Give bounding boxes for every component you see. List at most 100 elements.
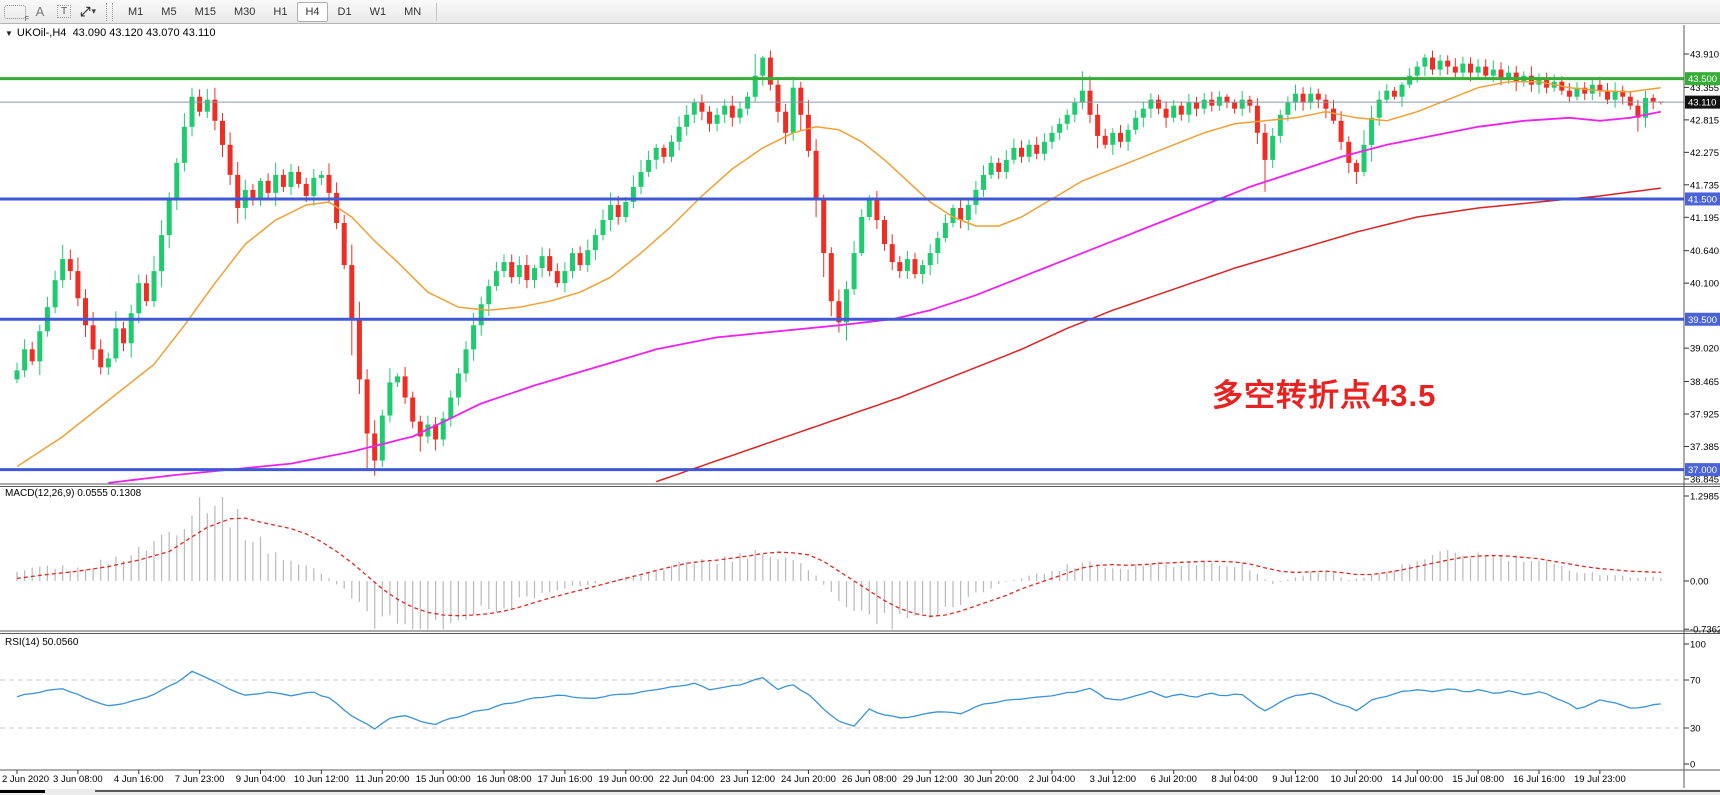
candle <box>235 174 241 208</box>
candle <box>889 244 895 263</box>
candle <box>653 147 659 160</box>
macd-tick-label: -0.7362 <box>1690 625 1720 636</box>
candle <box>729 105 735 118</box>
timeframe-button-m5[interactable]: M5 <box>161 5 177 18</box>
candle <box>958 208 964 220</box>
candle <box>684 114 690 127</box>
candle <box>326 174 332 193</box>
timeframe-button-mn[interactable]: MN <box>404 5 422 18</box>
timeframe-button-h4[interactable]: H4 <box>297 1 328 22</box>
candle <box>372 433 378 461</box>
chart-annotation-text[interactable]: 多空转折点43.5 <box>1212 378 1437 413</box>
price-badge <box>1685 72 1720 86</box>
timeframe-button-m15[interactable]: M15 <box>194 5 216 18</box>
time-axis-label: 15 Jun 00:00 <box>416 774 471 785</box>
mid-ma-line <box>108 110 1661 484</box>
candle <box>950 208 956 223</box>
time-axis-label: 10 Jul 20:00 <box>1330 774 1382 785</box>
candle <box>851 253 857 290</box>
time-axis-label: 7 Jun 23:00 <box>175 774 225 785</box>
candle <box>638 171 644 187</box>
cursor-arrows-icon[interactable]: ⤢ ▾ <box>80 3 96 19</box>
templates-icon[interactable]: F <box>4 4 29 23</box>
candle <box>1483 66 1489 76</box>
candle <box>1490 69 1496 76</box>
candle <box>904 259 910 272</box>
dropdown-arrow-icon[interactable]: ▾ <box>91 6 96 16</box>
candle <box>1163 108 1169 118</box>
candle <box>448 397 454 419</box>
candle <box>471 325 477 350</box>
candle <box>1201 99 1207 109</box>
candle <box>318 174 324 178</box>
candle <box>1133 117 1139 130</box>
candle <box>151 271 157 302</box>
candle <box>288 171 294 187</box>
candle <box>1452 66 1458 73</box>
macd-histogram <box>16 497 1662 630</box>
candle <box>988 162 994 175</box>
time-axis-label: 17 Jun 16:00 <box>537 774 592 785</box>
timeframe-button-w1[interactable]: W1 <box>369 5 387 18</box>
candle <box>722 105 728 115</box>
rsi-line <box>16 670 1661 730</box>
candle <box>516 265 522 278</box>
text-label-icon[interactable]: A <box>35 4 45 19</box>
candle <box>1156 99 1161 109</box>
timeframe-button-m30[interactable]: M30 <box>233 5 256 18</box>
time-axis-label: 24 Jun 20:00 <box>781 774 836 785</box>
candle <box>1566 90 1572 97</box>
candle <box>1430 57 1435 70</box>
time-axis-label: 10 Jun 12:00 <box>294 774 349 785</box>
candle <box>189 96 195 127</box>
candle <box>433 424 439 440</box>
timeframe-button-d1[interactable]: D1 <box>337 5 352 18</box>
time-axis-label: 9 Jul 12:00 <box>1272 774 1318 785</box>
candle <box>775 84 781 112</box>
price-tick-label: 36.845 <box>1690 474 1719 485</box>
time-axis-label: 29 Jun 12:00 <box>903 774 958 785</box>
candle <box>1239 99 1245 109</box>
candle <box>1026 144 1032 157</box>
candle <box>83 298 88 326</box>
candle <box>212 99 218 121</box>
candle <box>1171 105 1177 118</box>
time-axis-label: 9 Jun 04:00 <box>236 774 286 785</box>
candle <box>303 183 309 196</box>
macd-signal-line <box>16 517 1661 617</box>
candle <box>897 262 903 272</box>
candle <box>280 174 286 187</box>
candle <box>67 259 73 272</box>
candle <box>1635 105 1641 118</box>
candle <box>1323 99 1329 109</box>
candle <box>1597 84 1603 91</box>
time-axis-label: 16 Jun 08:00 <box>477 774 532 785</box>
candle <box>90 325 96 350</box>
candle <box>1254 105 1260 133</box>
chart-collapse-icon[interactable]: ▼ <box>5 29 13 38</box>
timeframe-button-m1[interactable]: M1 <box>128 5 144 18</box>
toolbar-drag-handle[interactable] <box>106 2 113 21</box>
candle <box>973 189 979 205</box>
candle <box>105 358 111 368</box>
text-box-icon[interactable]: T <box>54 2 74 22</box>
candle <box>197 96 203 112</box>
candle <box>1064 114 1070 124</box>
candle <box>509 262 515 278</box>
candle <box>1331 108 1336 121</box>
candle <box>1407 75 1413 85</box>
candle <box>143 283 149 302</box>
timeframe-button-h1[interactable]: H1 <box>273 5 288 18</box>
candle <box>1110 132 1116 145</box>
candle <box>760 57 766 76</box>
macd-tick-label: 0.00 <box>1690 577 1709 588</box>
candle <box>455 373 461 398</box>
candle <box>113 328 119 359</box>
bottom-strip <box>0 789 1720 795</box>
candle <box>547 256 553 272</box>
candle <box>714 114 720 124</box>
price-badge <box>1685 312 1720 326</box>
candle <box>1369 117 1375 145</box>
time-axis-label: 19 Jun 00:00 <box>598 774 653 785</box>
